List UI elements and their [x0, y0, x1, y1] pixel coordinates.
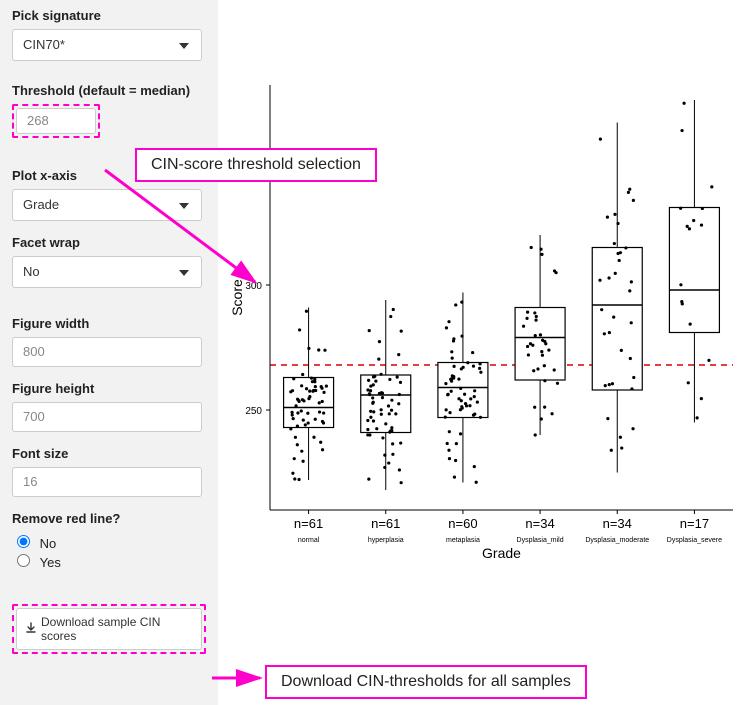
svg-text:Dysplasia_moderate: Dysplasia_moderate	[585, 537, 649, 544]
svg-text:metaplasia: metaplasia	[446, 537, 480, 544]
svg-text:n=60: n=60	[448, 516, 477, 531]
remove-redline-group: Remove red line? No Yes	[12, 511, 206, 570]
pick-signature-label: Pick signature	[12, 8, 206, 23]
svg-text:Score: Score	[229, 279, 245, 316]
figure-height-value: 700	[23, 409, 45, 424]
svg-text:hyperplasia: hyperplasia	[368, 537, 404, 544]
font-size-group: Font size 16	[12, 446, 206, 497]
figure-width-input[interactable]: 800	[12, 337, 202, 367]
svg-text:Dysplasia_severe: Dysplasia_severe	[667, 537, 722, 544]
remove-redline-label: Remove red line?	[12, 511, 206, 526]
svg-text:Grade: Grade	[482, 545, 521, 561]
remove-redline-yes-label: Yes	[40, 555, 61, 570]
facet-wrap-group: Facet wrap No	[12, 235, 206, 288]
svg-text:n=61: n=61	[294, 516, 323, 531]
svg-text:normal: normal	[298, 537, 320, 544]
figure-height-group: Figure height 700	[12, 381, 206, 432]
remove-redline-radios: No Yes	[12, 532, 206, 570]
download-button[interactable]: Download sample CIN scores	[16, 608, 202, 650]
chevron-down-icon	[179, 43, 189, 49]
pick-signature-value: CIN70*	[23, 37, 65, 52]
figure-height-label: Figure height	[12, 381, 206, 396]
facet-wrap-select[interactable]: No	[12, 256, 202, 288]
remove-redline-yes-radio[interactable]	[17, 554, 30, 567]
font-size-value: 16	[23, 474, 37, 489]
facet-wrap-value: No	[23, 264, 40, 279]
svg-text:n=61: n=61	[371, 516, 400, 531]
svg-text:300: 300	[245, 281, 262, 292]
font-size-input[interactable]: 16	[12, 467, 202, 497]
chevron-down-icon	[179, 203, 189, 209]
download-label: Download sample CIN scores	[41, 615, 193, 643]
pick-signature-group: Pick signature CIN70*	[12, 8, 206, 61]
pick-signature-select[interactable]: CIN70*	[12, 29, 202, 61]
svg-text:n=17: n=17	[680, 516, 709, 531]
figure-width-value: 800	[23, 344, 45, 359]
figure-width-group: Figure width 800	[12, 316, 206, 367]
figure-height-input[interactable]: 700	[12, 402, 202, 432]
threshold-value: 268	[27, 113, 49, 128]
font-size-label: Font size	[12, 446, 206, 461]
svg-text:n=34: n=34	[525, 516, 554, 531]
callout-threshold-text: CIN-score threshold selection	[151, 156, 361, 173]
facet-wrap-label: Facet wrap	[12, 235, 206, 250]
download-icon	[25, 622, 37, 637]
sidebar: Pick signature CIN70* Threshold (default…	[0, 0, 218, 705]
callout-download-text: Download CIN-thresholds for all samples	[281, 673, 571, 690]
figure-width-label: Figure width	[12, 316, 206, 331]
threshold-label: Threshold (default = median)	[12, 83, 206, 98]
chevron-down-icon	[179, 270, 189, 276]
threshold-group: Threshold (default = median) 268	[12, 83, 206, 138]
svg-text:250: 250	[245, 406, 262, 417]
remove-redline-no-label: No	[40, 536, 57, 551]
callout-threshold: CIN-score threshold selection	[135, 148, 377, 182]
threshold-input[interactable]: 268	[16, 108, 96, 134]
arrow-download	[210, 668, 270, 688]
download-highlight: Download sample CIN scores	[12, 604, 206, 654]
plot-xaxis-value: Grade	[23, 197, 59, 212]
svg-text:n=34: n=34	[603, 516, 632, 531]
callout-download: Download CIN-thresholds for all samples	[265, 665, 587, 699]
plot-xaxis-select[interactable]: Grade	[12, 189, 202, 221]
remove-redline-no-radio[interactable]	[17, 535, 30, 548]
threshold-highlight: 268	[12, 104, 100, 138]
svg-text:Dysplasia_mild: Dysplasia_mild	[517, 537, 564, 544]
